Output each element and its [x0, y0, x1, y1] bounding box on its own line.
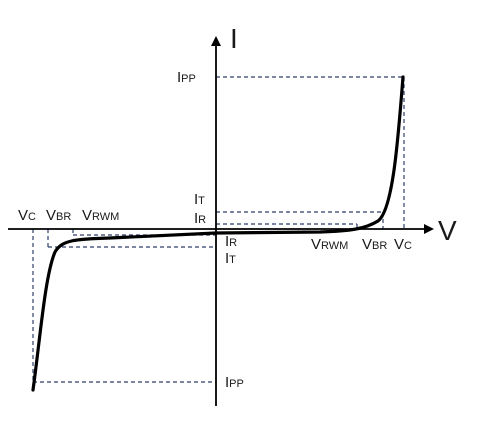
label-vbr-right: VBR [362, 236, 387, 253]
label-vc-right: VC [394, 236, 412, 253]
label-ir-top: IR [194, 210, 206, 227]
x-axis-label: V [438, 215, 457, 246]
label-vbr-left: VBR [46, 207, 71, 224]
label-it-top: IT [194, 191, 205, 208]
iv-curve [31, 75, 405, 392]
y-axis-label: I [230, 23, 238, 54]
label-ipp-bottom: IPP [225, 374, 244, 391]
label-vrwm-right: VRWM [311, 236, 348, 253]
label-ipp-top: IPP [177, 69, 196, 86]
label-vrwm-left: VRWM [82, 207, 119, 224]
dashed-guides [32, 76, 405, 383]
label-it-bottom: IT [225, 250, 236, 267]
label-vc-left: VC [18, 207, 36, 224]
label-ir-bottom: IR [225, 233, 237, 250]
